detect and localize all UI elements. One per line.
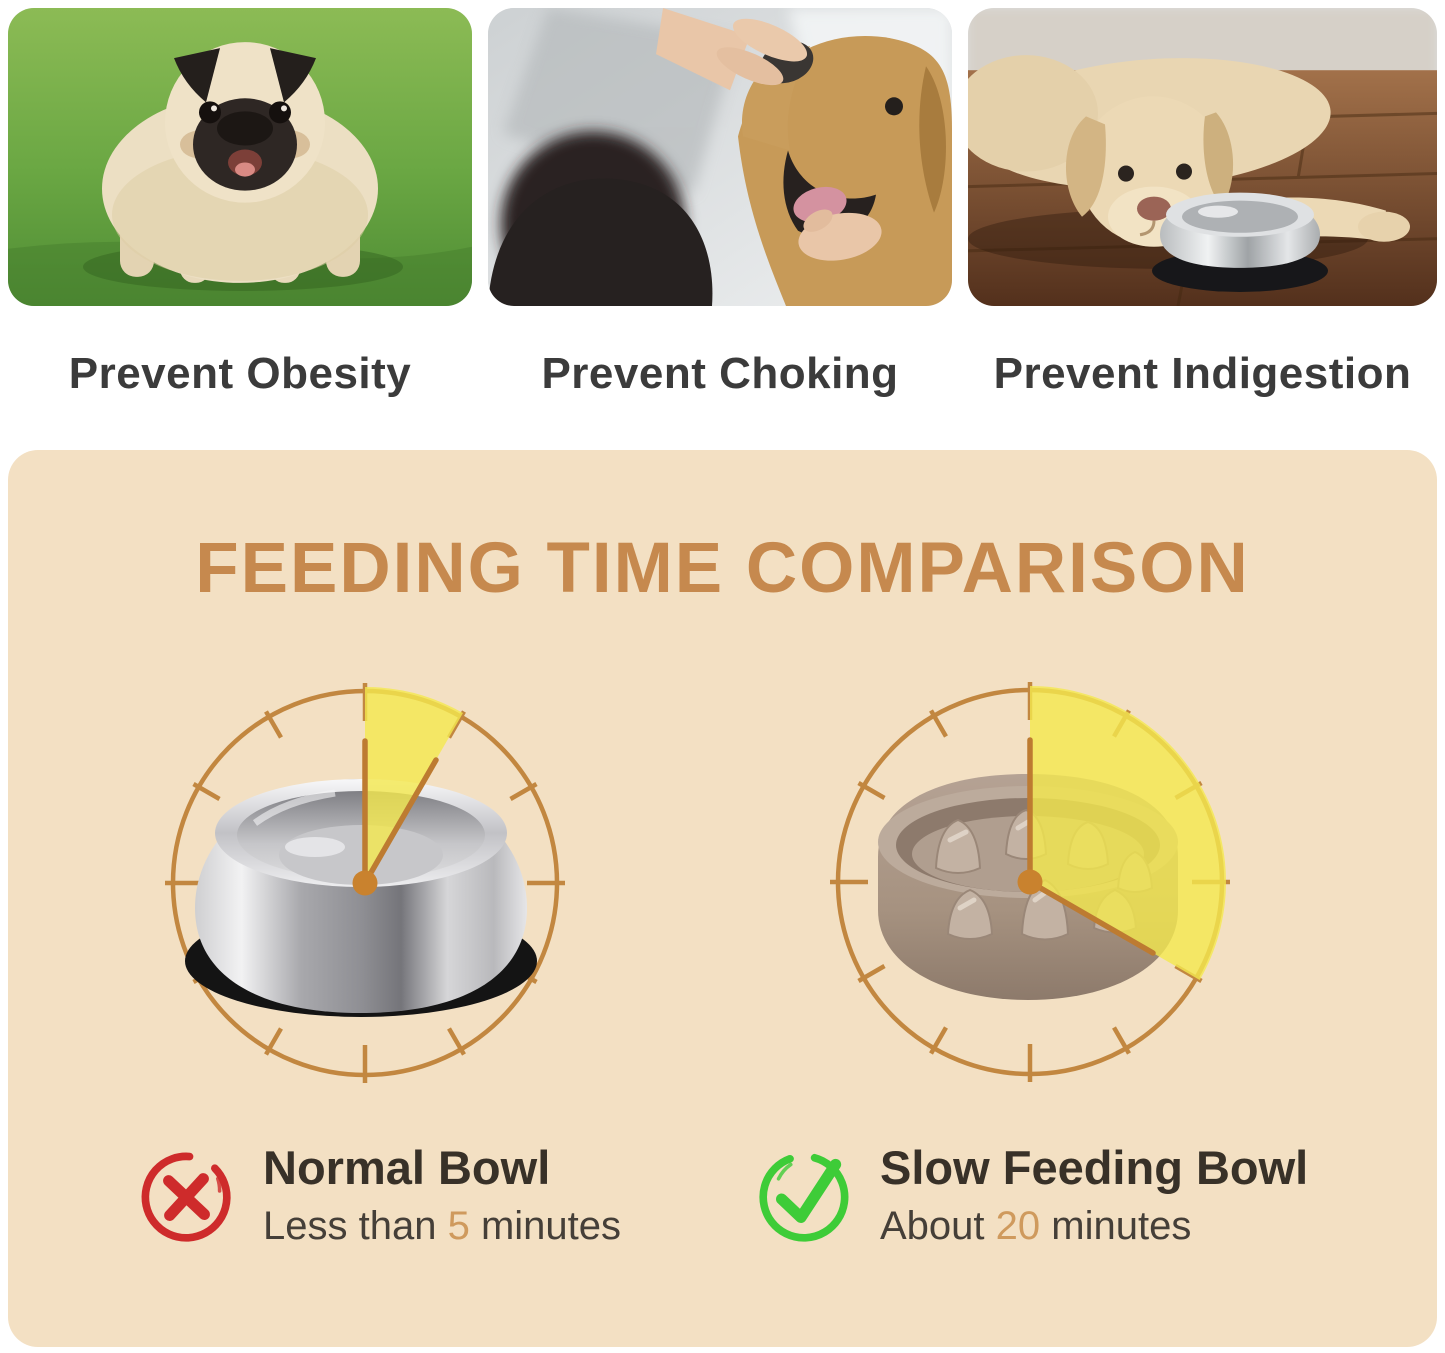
time-suffix: minutes <box>1040 1203 1192 1248</box>
normal-bowl-time: Less than 5 minutes <box>263 1204 621 1248</box>
time-value: 5 <box>447 1203 470 1248</box>
clock-hands <box>362 738 439 886</box>
mouth-check-illustration <box>488 8 952 306</box>
caption-prevent-choking: Prevent Choking <box>541 349 899 398</box>
caption-prevent-indigestion: Prevent Indigestion <box>993 349 1412 398</box>
time-prefix: About <box>880 1203 996 1248</box>
time-suffix: minutes <box>469 1203 621 1248</box>
green-check-icon <box>759 1153 849 1242</box>
normal-bowl-label: Normal Bowl Less than 5 minutes <box>263 1141 621 1248</box>
photo-obese-pug <box>8 8 472 306</box>
lying-dog-illustration <box>968 8 1437 306</box>
normal-bowl-title: Normal Bowl <box>263 1141 551 1194</box>
panel-title: FEEDING TIME COMPARISON <box>195 529 1250 608</box>
feeding-time-comparison-panel: FEEDING TIME COMPARISON <box>8 450 1437 1347</box>
slow-bowl-label: Slow Feeding Bowl About 20 minutes <box>880 1141 1309 1248</box>
clock-center-dot <box>1017 869 1043 895</box>
time-prefix: Less than <box>263 1203 448 1248</box>
clock-hands <box>1027 737 1156 956</box>
slow-bowl-time: About 20 minutes <box>880 1204 1308 1248</box>
red-cross-icon <box>141 1152 231 1242</box>
five-minute-wedge <box>365 686 463 883</box>
slow-bowl-clock <box>830 682 1230 1082</box>
stainless-steel-bowl <box>185 779 537 1017</box>
caption-prevent-obesity: Prevent Obesity <box>68 349 412 398</box>
pug-illustration <box>8 8 472 306</box>
twenty-minute-wedge <box>1030 686 1226 980</box>
normal-bowl-clock <box>165 683 565 1083</box>
photo-choking-check <box>488 8 952 306</box>
slow-bowl-title: Slow Feeding Bowl <box>880 1141 1309 1194</box>
photo-indigestion-dog <box>968 8 1437 306</box>
time-value: 20 <box>995 1203 1041 1248</box>
clock-center-dot <box>352 870 378 896</box>
